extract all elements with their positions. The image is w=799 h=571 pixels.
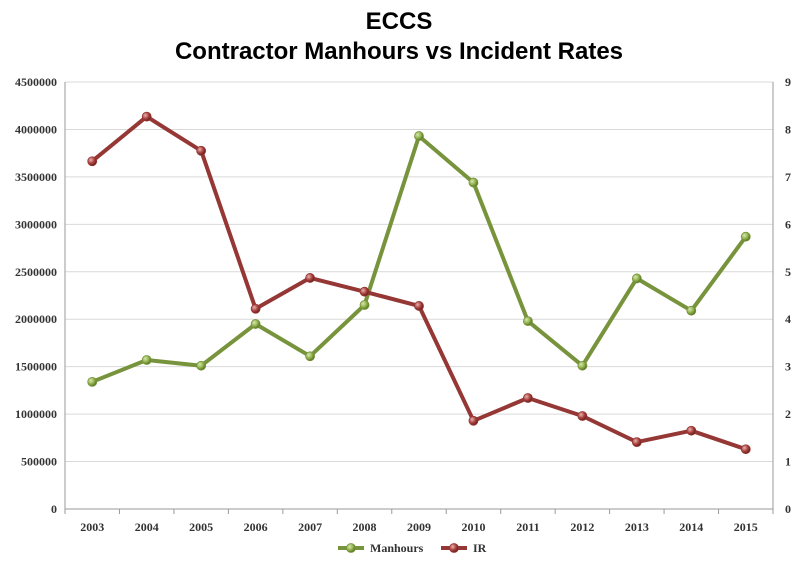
x-tick-label: 2009 (407, 520, 431, 534)
x-tick-label: 2012 (570, 520, 594, 534)
y-right-tick-label: 1 (785, 455, 791, 469)
x-tick-label: 2006 (244, 520, 268, 534)
x-tick-label: 2010 (461, 520, 485, 534)
x-tick-label: 2003 (80, 520, 104, 534)
data-point-manhours (577, 360, 588, 371)
data-point-manhours (523, 316, 533, 327)
x-tick-label: 2007 (298, 520, 322, 534)
y-right-tick-label: 2 (785, 407, 791, 421)
y-left-tick-label: 1500000 (15, 360, 57, 374)
gridlines (65, 81, 773, 463)
y-right-tick-label: 7 (785, 170, 791, 184)
legend-label: Manhours (370, 541, 424, 555)
legend-label: IR (473, 541, 487, 555)
right-axis-ticks: 0 1 2 3 4 5 6 7 8 9 (785, 75, 791, 516)
x-axis-ticks: 2003 2004 2005 2006 2007 2008 2009 2010 2011 2012… (80, 520, 758, 534)
y-right-tick-label: 4 (785, 312, 791, 326)
data-point-ir (250, 303, 261, 314)
legend-swatch-marker (346, 543, 356, 553)
legend-swatch-marker (449, 543, 459, 553)
x-tick-label: 2013 (625, 520, 649, 534)
y-left-tick-label: 500000 (21, 455, 57, 469)
axes (64, 82, 774, 514)
chart-title-line-2: Contractor Manhours vs Incident Rates (175, 38, 623, 65)
data-point-ir (359, 286, 370, 297)
x-tick-label: 2011 (516, 520, 539, 534)
y-left-tick-label: 4500000 (15, 75, 57, 89)
data-point-ir (305, 273, 315, 283)
data-point-ir (577, 411, 588, 421)
y-right-tick-label: 0 (785, 502, 791, 516)
y-left-tick-label: 3500000 (15, 170, 57, 184)
y-left-tick-label: 4000000 (15, 122, 57, 136)
y-right-tick-label: 6 (785, 217, 791, 231)
series-line-manhours (90, 134, 748, 384)
y-left-tick-label: 2000000 (15, 312, 57, 326)
x-tick-label: 2005 (189, 520, 213, 534)
x-tick-label: 2014 (679, 520, 703, 534)
y-left-tick-label: 1000000 (15, 407, 57, 421)
data-point-manhours (359, 300, 370, 310)
data-point-ir (523, 393, 533, 403)
x-tick-label: 2008 (353, 520, 377, 534)
data-point-manhours (468, 177, 479, 188)
y-right-tick-label: 8 (785, 122, 791, 136)
legend: Manhours IR (338, 541, 487, 555)
x-tick-label: 2004 (135, 520, 159, 534)
y-right-tick-label: 3 (785, 360, 791, 374)
data-point-ir (196, 145, 207, 156)
data-point-ir (87, 156, 98, 167)
data-point-manhours (414, 131, 424, 141)
data-point-manhours (305, 351, 315, 362)
data-point-manhours (631, 273, 642, 284)
data-point-manhours (740, 231, 751, 242)
data-point-manhours (141, 355, 152, 365)
data-point-ir (686, 425, 697, 436)
series (87, 111, 751, 455)
data-point-ir (141, 111, 152, 122)
data-point-ir (631, 437, 642, 448)
data-point-manhours (686, 305, 697, 316)
y-right-tick-label: 5 (785, 265, 791, 279)
data-point-manhours (87, 376, 98, 387)
data-point-ir (740, 444, 751, 455)
data-point-manhours (196, 360, 207, 371)
left-axis-ticks: 0 500000 1000000 1500000 2000000 2500000 30000… (15, 75, 57, 516)
y-left-tick-label: 3000000 (15, 217, 57, 231)
x-tick-label: 2015 (734, 520, 758, 534)
data-point-ir (414, 301, 424, 311)
y-right-tick-label: 9 (785, 75, 791, 89)
y-left-tick-label: 0 (51, 502, 57, 516)
y-left-tick-label: 2500000 (15, 265, 57, 279)
data-point-manhours (250, 319, 261, 329)
chart-title-line-1: ECCS (366, 8, 433, 35)
data-point-ir (468, 415, 479, 426)
